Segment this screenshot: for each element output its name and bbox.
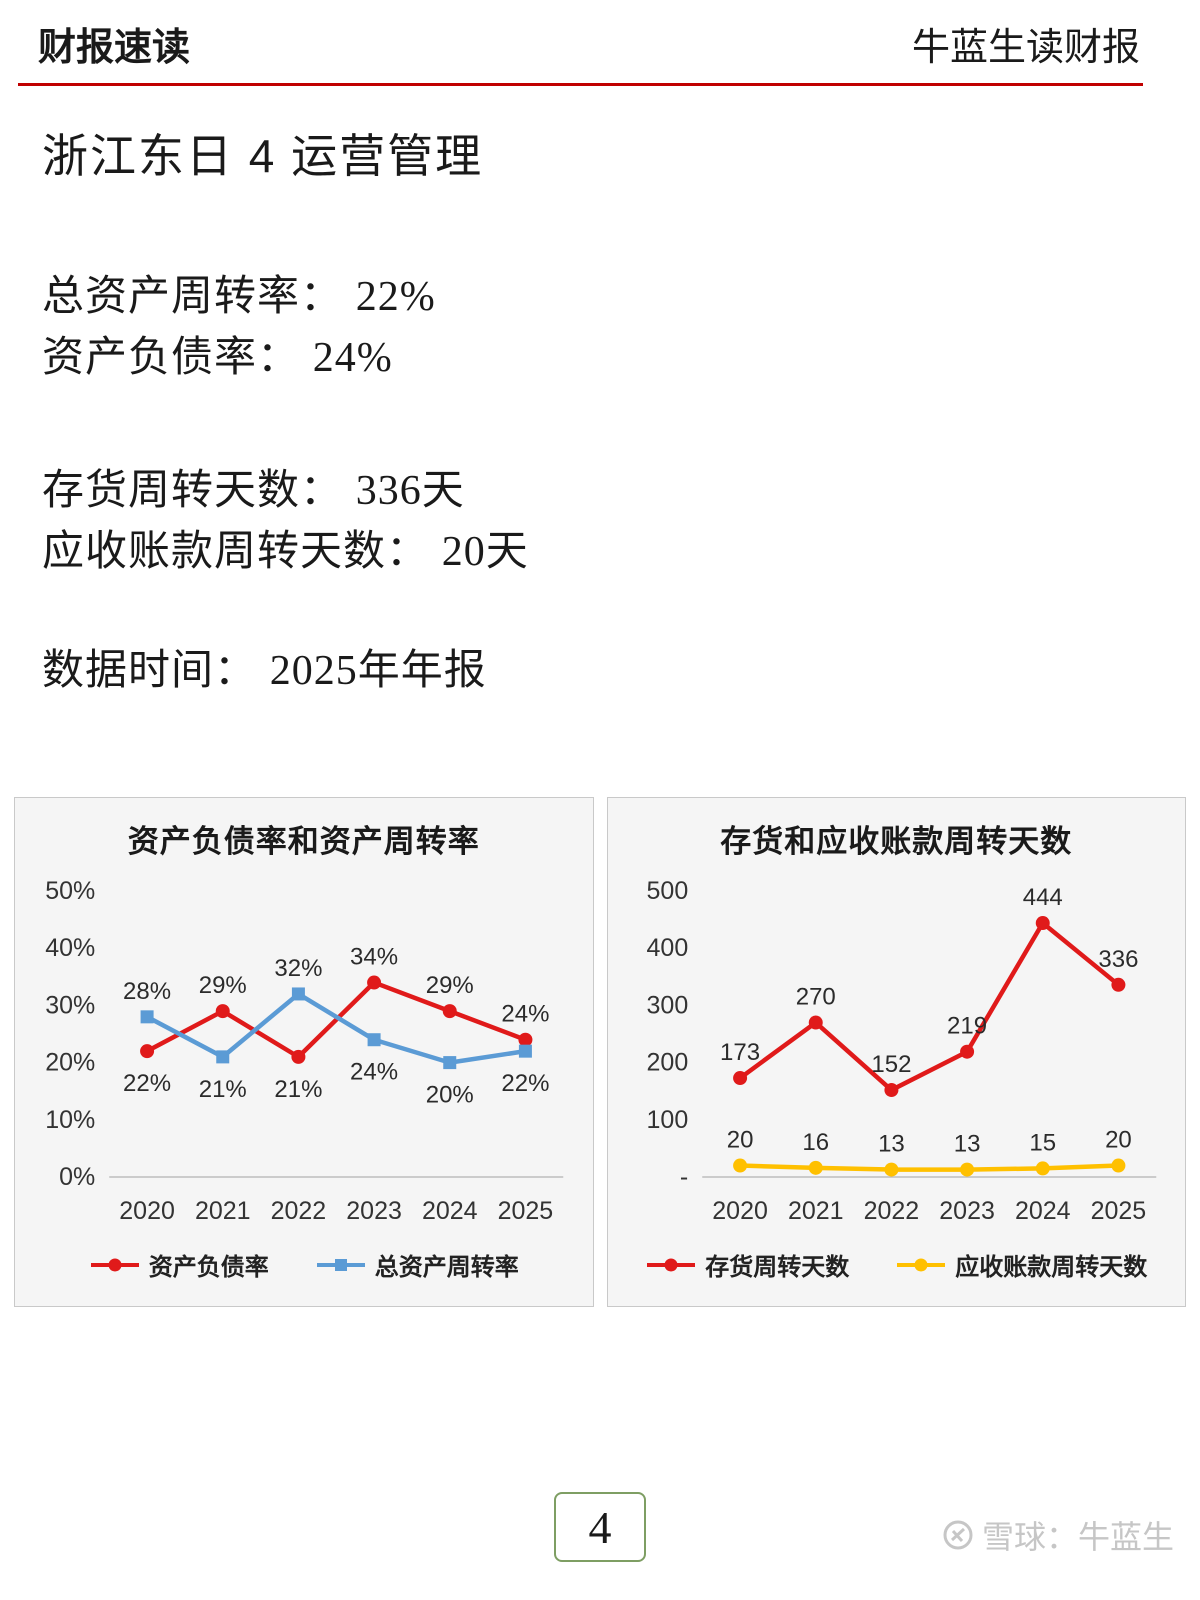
stat-label: 应收账款周转天数： [42,527,430,574]
svg-text:21%: 21% [199,1076,247,1103]
svg-text:219: 219 [947,1013,987,1040]
stat-receivable-days: 应收账款周转天数： 20天 [42,521,1200,582]
legend-swatch-blue-line-icon [316,1258,365,1271]
stat-label: 总资产周转率： [42,272,344,319]
chart-title-debt-turnover: 资产负债率和资产周转率 [127,824,480,859]
stat-inventory-days: 存货周转天数： 336天 [42,460,1200,521]
legend-swatch-red-line-icon [647,1258,696,1271]
svg-text:270: 270 [795,984,835,1011]
page-title: 浙江东日 4 运营管理 [42,130,484,182]
svg-text:100: 100 [646,1106,688,1134]
legend-swatch-red-line-icon [90,1258,139,1271]
stat-value: 2025年年报 [269,648,487,694]
stat-label: 资产负债率： [42,333,301,380]
watermark: 雪球：牛蓝生 [942,1512,1174,1558]
svg-text:2021: 2021 [787,1197,843,1225]
xueqiu-logo-icon [943,1520,973,1550]
svg-text:2021: 2021 [195,1197,251,1225]
header-right-title: 牛蓝生读财报 [911,27,1140,69]
legend-label-inventory-days: 存货周转天数 [705,1254,850,1281]
svg-text:22%: 22% [501,1070,549,1097]
svg-text:30%: 30% [45,991,95,1019]
svg-text:173: 173 [720,1039,760,1066]
svg-text:2022: 2022 [863,1197,919,1225]
legend-swatch-yellow-line-icon [897,1258,946,1271]
svg-text:2020: 2020 [712,1197,768,1225]
page-number-box: 4 [554,1492,646,1562]
svg-text:2025: 2025 [1090,1197,1146,1225]
svg-text:2025: 2025 [498,1197,554,1225]
svg-text:500: 500 [646,877,688,905]
svg-text:24%: 24% [501,1001,549,1028]
svg-text:152: 152 [871,1051,911,1078]
svg-text:444: 444 [1022,884,1062,911]
report-page: 财报速读 牛蓝生读财报 浙江东日 4 运营管理 总资产周转率： 22% 资产负债… [0,0,1200,1562]
svg-text:15: 15 [1029,1129,1056,1156]
header-left-title: 财报速读 [38,27,191,69]
legend-label-receivable-days: 应收账款周转天数 [955,1254,1148,1281]
svg-text:20: 20 [1105,1127,1132,1154]
chart-legend-days: 存货周转天数 应收账款周转天数 [608,1247,1186,1282]
svg-text:22%: 22% [123,1070,171,1097]
svg-text:300: 300 [646,991,688,1019]
page-number: 4 [588,1501,612,1553]
stat-total-asset-turnover: 总资产周转率： 22% [42,266,1200,327]
svg-text:16: 16 [802,1129,829,1156]
line-chart-debt-turnover: 0% 10% 20% 30% 40% 50% 2020 2021 2022 2023 2024 202… [45,877,564,1225]
svg-text:50%: 50% [45,877,95,905]
stat-value: 20天 [441,529,529,575]
svg-text:24%: 24% [350,1059,398,1086]
svg-text:2020: 2020 [119,1197,175,1225]
svg-text:10%: 10% [45,1106,95,1134]
watermark-text: 雪球：牛蓝生 [981,1519,1174,1555]
header-divider [18,83,1143,86]
svg-text:2023: 2023 [346,1197,402,1225]
charts-row: 资产负债率和资产周转率 0% 10% 20% 30% 40% 50% 2020 2021 202… [14,797,1186,1307]
svg-text:13: 13 [878,1131,905,1158]
svg-text:20%: 20% [45,1049,95,1077]
svg-text:-: - [679,1163,687,1191]
stat-value: 24% [312,335,393,381]
svg-text:2024: 2024 [1014,1197,1070,1225]
svg-text:21%: 21% [274,1076,322,1103]
svg-text:29%: 29% [426,972,474,999]
stat-label: 数据时间： [42,646,258,693]
svg-text:2022: 2022 [271,1197,327,1225]
stat-data-date: 数据时间： 2025年年报 [42,640,1200,701]
svg-text:32%: 32% [274,955,322,982]
svg-text:2023: 2023 [939,1197,995,1225]
svg-text:13: 13 [953,1131,980,1158]
stats-block: 总资产周转率： 22% 资产负债率： 24% 存货周转天数： 336天 应收账款… [0,266,1200,701]
svg-text:336: 336 [1098,946,1138,973]
svg-text:400: 400 [646,934,688,962]
svg-text:34%: 34% [350,944,398,971]
svg-text:29%: 29% [199,972,247,999]
stat-value: 336天 [355,468,465,514]
stat-label: 存货周转天数： [42,466,344,513]
svg-text:28%: 28% [123,978,171,1005]
chart-legend-debt-turnover: 资产负债率 总资产周转率 [15,1247,593,1282]
svg-text:200: 200 [646,1049,688,1077]
svg-text:2024: 2024 [422,1197,478,1225]
page-header: 财报速读 牛蓝生读财报 [0,0,1200,71]
legend-item-debt-ratio: 资产负债率 [89,1247,269,1282]
legend-item-receivable-days: 应收账款周转天数 [895,1247,1147,1282]
legend-item-asset-turnover: 总资产周转率 [315,1247,519,1282]
svg-text:0%: 0% [59,1163,95,1191]
chart-title-days: 存货和应收账款周转天数 [720,824,1073,859]
svg-text:40%: 40% [45,934,95,962]
legend-label-asset-turnover: 总资产周转率 [374,1254,519,1281]
svg-text:20: 20 [726,1127,753,1154]
stat-debt-ratio: 资产负债率： 24% [42,327,1200,388]
stat-value: 22% [355,274,436,320]
legend-item-inventory-days: 存货周转天数 [645,1247,849,1282]
chart-box-debt-turnover: 资产负债率和资产周转率 0% 10% 20% 30% 40% 50% 2020 2021 202… [14,797,594,1307]
chart-box-days: 存货和应收账款周转天数 -100 200 300 400 500 2020 2021 2022… [606,797,1186,1307]
legend-label-debt-ratio: 资产负债率 [148,1254,269,1281]
svg-text:20%: 20% [426,1082,474,1109]
